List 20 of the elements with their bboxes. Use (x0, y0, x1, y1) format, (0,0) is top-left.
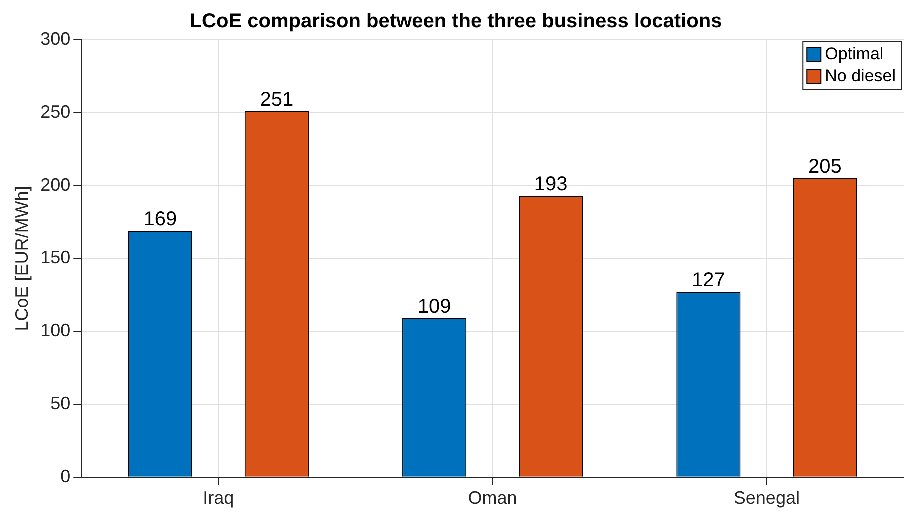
data-label: 109 (418, 296, 452, 318)
y-tick-label: 100 (40, 320, 71, 341)
legend-label: Optimal (825, 44, 884, 64)
y-tick-label: 300 (40, 28, 71, 49)
y-tick-label: 150 (40, 248, 71, 268)
data-label: 127 (692, 270, 726, 292)
x-tick-label: Iraq (203, 488, 234, 508)
y-tick-label: 250 (40, 102, 71, 122)
legend-label: No diesel (825, 66, 896, 86)
y-tick-label: 50 (50, 393, 71, 414)
data-label: 205 (808, 156, 842, 178)
data-label: 251 (260, 88, 294, 111)
y-axis-title: LCoE [EUR/MWh] (12, 186, 32, 332)
y-tick-label: 200 (40, 174, 71, 195)
x-tick-label: Oman (468, 488, 518, 508)
x-tick-label: Senegal (734, 488, 800, 508)
y-tick-label: 0 (60, 466, 71, 486)
data-label: 193 (534, 174, 568, 196)
chart-title: LCoE comparison between the three business locations (190, 10, 722, 33)
data-label: 169 (144, 208, 178, 231)
